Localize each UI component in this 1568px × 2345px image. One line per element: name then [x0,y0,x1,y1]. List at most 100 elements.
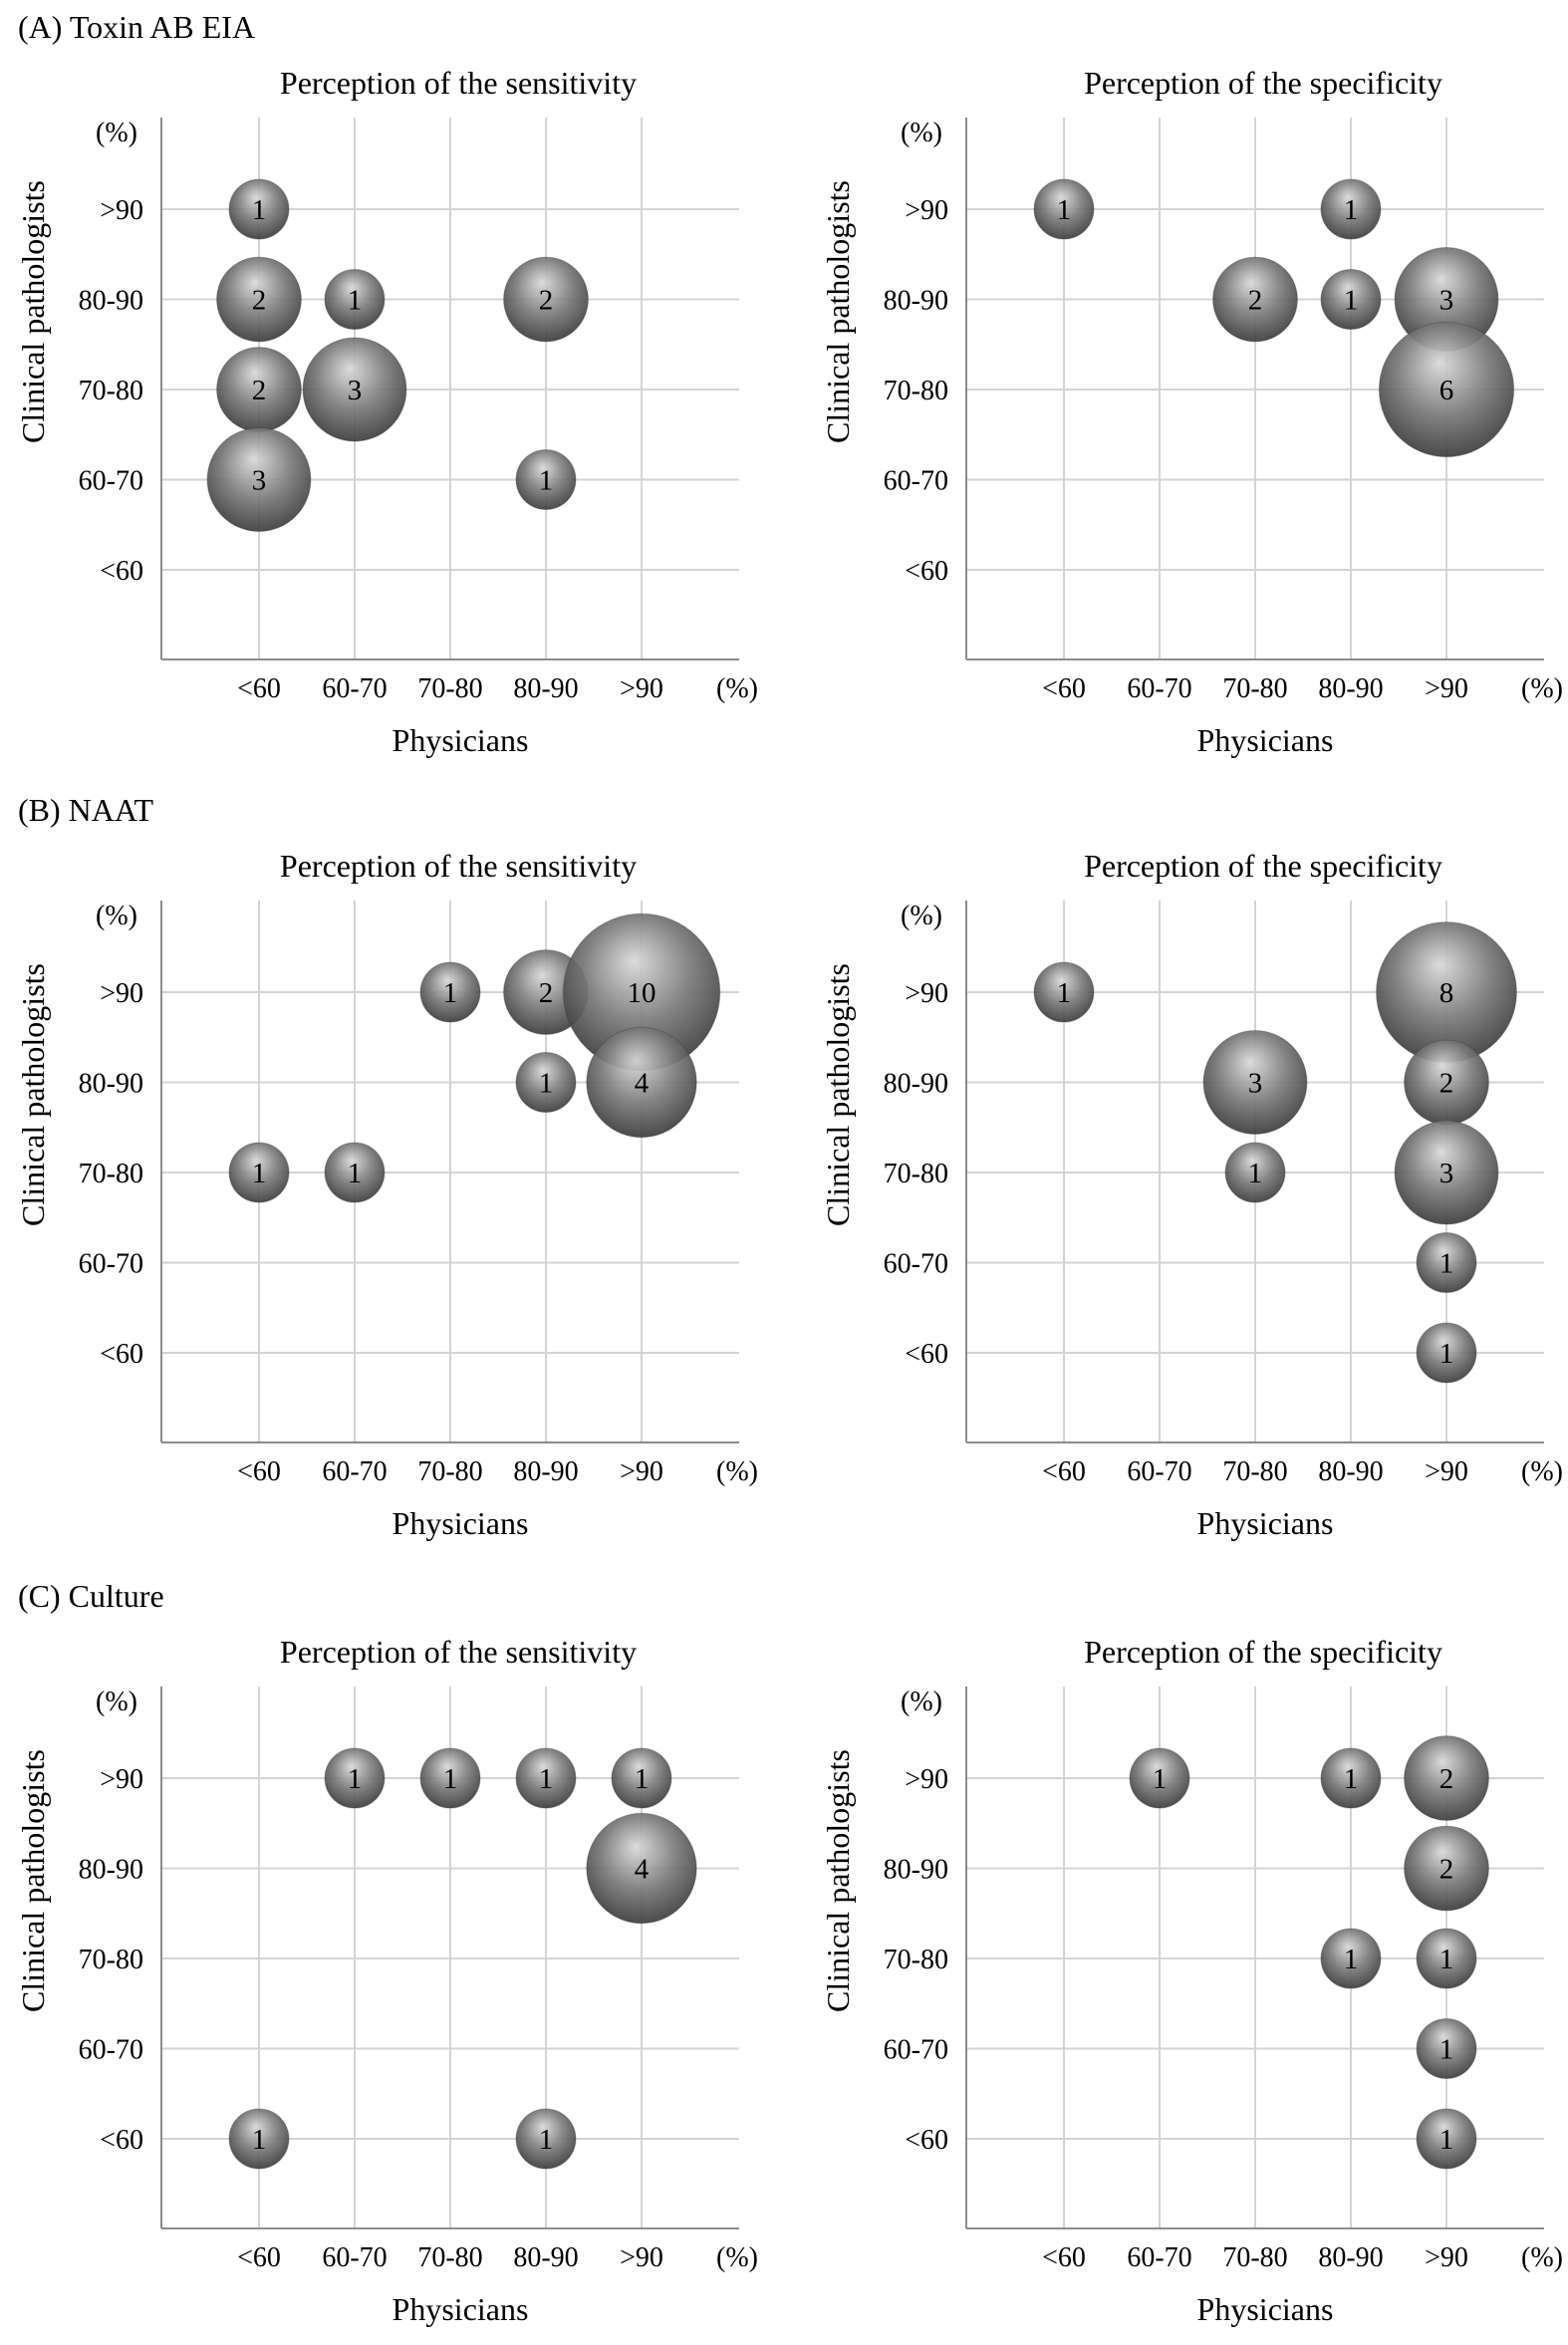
section-label: (C) Culture [18,1578,164,1614]
bubble: 1 [515,1747,577,1809]
bubble: 1 [228,178,290,240]
bubble-count-label: 1 [539,465,554,497]
bubble: 3 [1394,1120,1499,1225]
y-unit-label: (%) [901,1687,942,1717]
bubble: 3 [206,427,312,532]
chart-title: Perception of the specificity [1084,848,1442,884]
bubble-circle [216,256,302,343]
bubble-circle [586,1026,697,1139]
y-tick-label: <60 [905,2125,948,2156]
x-unit-label: (%) [716,2242,758,2273]
bubble-count-label: 1 [539,2124,554,2156]
x-tick-label: 60-70 [322,2242,387,2273]
bubble-circle [515,1747,577,1809]
x-tick-label: <60 [1042,673,1086,704]
y-axis-title: Clinical pathologists [15,180,51,443]
x-tick-label: 60-70 [1127,1456,1191,1487]
chart-title: Perception of the sensitivity [280,65,637,101]
bubble-chart-panel: Perception of the sensitivity <60 60-70 70-… [15,65,758,758]
bubble-count-label: 1 [1248,1158,1263,1189]
bubble-count-label: 1 [1439,1248,1454,1280]
bubble-circle [228,178,290,240]
x-axis-title: Physicians [392,722,529,758]
bubble-count-label: 8 [1439,977,1454,1009]
y-tick-label: <60 [100,556,143,587]
bubble-circle [324,269,386,330]
bubble: 10 [562,912,721,1072]
bubble-count-label: 2 [252,285,267,317]
bubble-count-label: 3 [1248,1068,1263,1100]
x-tick-label: 80-90 [1318,673,1383,704]
bubble-count-label: 1 [1057,977,1072,1009]
y-tick-label: 60-70 [79,1249,143,1280]
x-tick-label: 80-90 [513,1456,578,1487]
y-axis-title: Clinical pathologists [15,1749,51,2012]
bubble-circle [1416,1232,1477,1293]
bubble: 1 [1320,1928,1382,1989]
bubble-count-label: 1 [348,285,363,317]
y-tick-label: 80-90 [79,1855,143,1886]
bubble-count-label: 3 [348,375,363,406]
y-axis-title: Clinical pathologists [820,963,856,1226]
section-label: (A) Toxin AB EIA [18,9,255,45]
bubble: 3 [302,337,407,442]
bubble-count-label: 2 [1439,1763,1454,1795]
y-tick-label: 80-90 [79,1069,143,1100]
bubble-count-label: 1 [348,1158,363,1189]
x-tick-label: <60 [237,2242,281,2273]
bubble-count-label: 1 [443,977,458,1009]
x-tick-label: 60-70 [322,1456,387,1487]
bubble-count-label: 1 [1344,1763,1359,1795]
bubble-count-label: 1 [1344,285,1359,317]
y-tick-label: >90 [100,978,143,1009]
x-tick-label: >90 [620,673,663,704]
bubble-count-label: 2 [539,977,554,1009]
y-tick-label: 60-70 [884,466,948,497]
bubble: 1 [324,1142,386,1203]
x-tick-label: 70-80 [417,2242,482,2273]
x-tick-label: >90 [620,1456,663,1487]
bubble-count-label: 2 [252,375,267,406]
bubble-count-label: 1 [635,1763,650,1795]
x-tick-label: 70-80 [417,673,482,704]
x-tick-label: <60 [1042,2242,1086,2273]
bubble-count-label: 2 [539,285,554,317]
bubble: 1 [1416,1322,1477,1384]
x-unit-label: (%) [1521,2242,1563,2273]
bubble: 2 [1404,1039,1489,1126]
bubble-circle [228,1142,290,1203]
bubble-count-label: 2 [1439,1068,1454,1100]
bubble-circle [1416,2108,1477,2170]
bubble: 1 [1033,178,1095,240]
y-tick-label: <60 [100,2125,143,2156]
bubble-count-label: 1 [1057,194,1072,226]
y-unit-label: (%) [901,901,942,931]
x-unit-label: (%) [1521,673,1563,704]
bubble: 6 [1378,321,1515,458]
bubble: 1 [1320,269,1382,330]
y-tick-label: 80-90 [884,1069,948,1100]
bubble: 1 [1416,1928,1477,1989]
x-axis-title: Physicians [392,1505,529,1541]
y-tick-label: 70-80 [884,1159,948,1189]
x-tick-label: 60-70 [1127,673,1191,704]
x-tick-label: 60-70 [1127,2242,1191,2273]
y-tick-label: 70-80 [884,1945,948,1975]
x-tick-label: >90 [620,2242,663,2273]
bubble-circle [1416,1928,1477,1989]
x-tick-label: <60 [237,1456,281,1487]
bubble-circle [228,2108,290,2170]
y-axis-title: Clinical pathologists [820,1749,856,2012]
y-tick-label: 70-80 [884,376,948,406]
bubble: 1 [515,449,577,510]
bubble-circle [611,1747,672,1809]
y-tick-label: >90 [905,195,948,226]
bubble: 2 [1404,1735,1489,1821]
bubble-circle [1320,269,1382,330]
chart-title: Perception of the specificity [1084,1634,1442,1670]
bubble-count-label: 1 [252,1158,267,1189]
bubble: 2 [216,256,302,343]
y-axis-title: Clinical pathologists [15,963,51,1226]
bubble-circle [419,1747,481,1809]
bubble: 1 [1224,1142,1286,1203]
